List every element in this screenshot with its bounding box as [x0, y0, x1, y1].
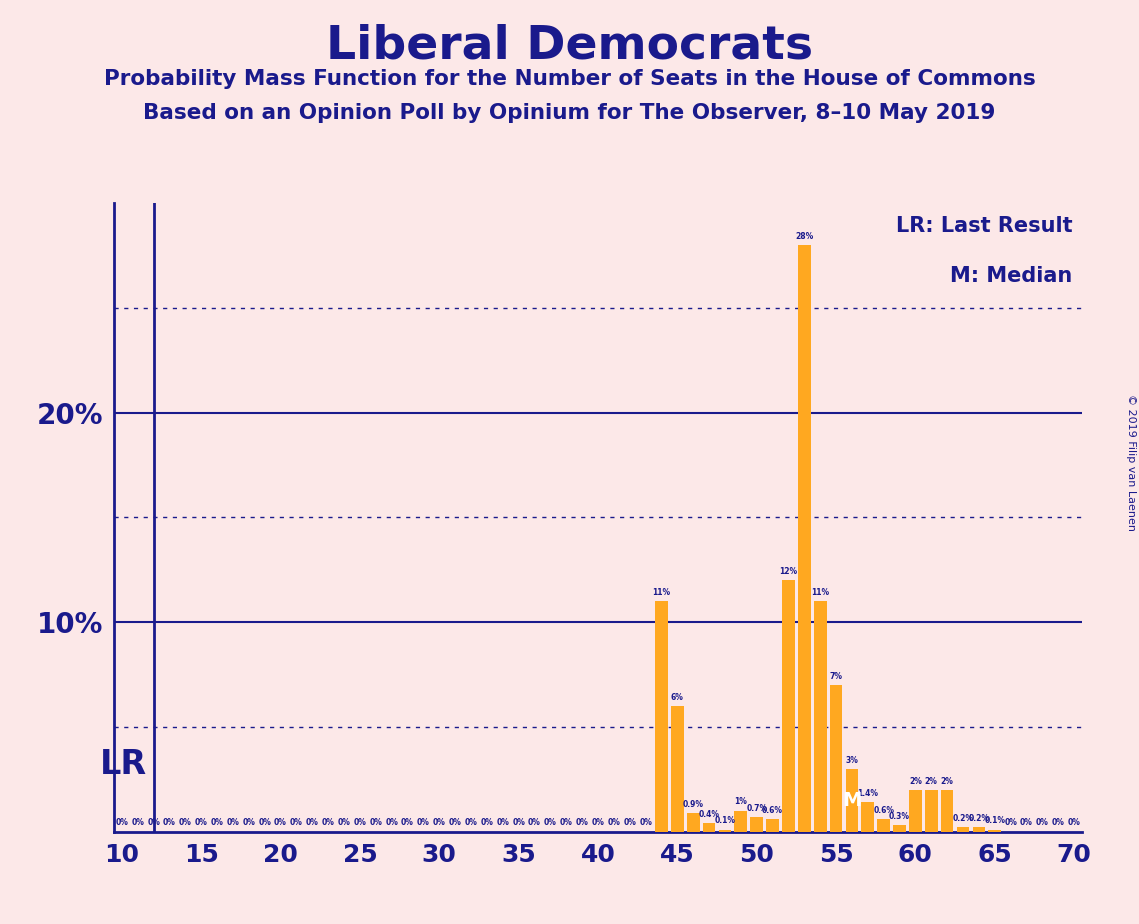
Bar	[782, 580, 795, 832]
Text: 0%: 0%	[575, 819, 589, 827]
Text: 0%: 0%	[639, 819, 652, 827]
Bar	[671, 706, 683, 832]
Text: 0%: 0%	[163, 819, 175, 827]
Bar	[861, 802, 874, 832]
Text: 0%: 0%	[623, 819, 637, 827]
Text: 0%: 0%	[179, 819, 191, 827]
Text: 0.1%: 0.1%	[984, 816, 1006, 825]
Text: 0%: 0%	[497, 819, 509, 827]
Text: 0%: 0%	[290, 819, 303, 827]
Text: M: M	[842, 791, 861, 809]
Text: 0%: 0%	[369, 819, 383, 827]
Text: 0%: 0%	[259, 819, 271, 827]
Text: 0.4%: 0.4%	[698, 810, 720, 819]
Text: Liberal Democrats: Liberal Democrats	[326, 23, 813, 68]
Text: LR: Last Result: LR: Last Result	[895, 216, 1073, 236]
Text: 0%: 0%	[449, 819, 461, 827]
Text: 0%: 0%	[353, 819, 367, 827]
Bar	[703, 823, 715, 832]
Bar	[925, 790, 937, 832]
Bar	[941, 790, 953, 832]
Bar	[719, 830, 731, 832]
Text: 0.3%: 0.3%	[890, 812, 910, 821]
Text: 0%: 0%	[591, 819, 605, 827]
Text: LR: LR	[100, 748, 147, 781]
Text: 0.6%: 0.6%	[874, 806, 894, 815]
Text: 1%: 1%	[735, 797, 747, 807]
Text: 0%: 0%	[227, 819, 239, 827]
Text: 0%: 0%	[528, 819, 541, 827]
Text: 2%: 2%	[909, 776, 921, 785]
Text: 0%: 0%	[337, 819, 351, 827]
Text: 0%: 0%	[115, 819, 129, 827]
Text: 0%: 0%	[417, 819, 429, 827]
Text: 2%: 2%	[925, 776, 937, 785]
Text: 0.6%: 0.6%	[762, 806, 782, 815]
Text: 0%: 0%	[481, 819, 493, 827]
Text: 0%: 0%	[1036, 819, 1049, 827]
Text: 0.1%: 0.1%	[714, 816, 736, 825]
Text: Based on an Opinion Poll by Opinium for The Observer, 8–10 May 2019: Based on an Opinion Poll by Opinium for …	[144, 103, 995, 124]
Text: 12%: 12%	[779, 567, 797, 576]
Text: 7%: 7%	[829, 672, 843, 681]
Text: 3%: 3%	[845, 756, 859, 764]
Text: 0.7%: 0.7%	[746, 804, 768, 813]
Bar	[989, 830, 1001, 832]
Text: 0%: 0%	[401, 819, 413, 827]
Text: 0%: 0%	[513, 819, 525, 827]
Text: Probability Mass Function for the Number of Seats in the House of Commons: Probability Mass Function for the Number…	[104, 69, 1035, 90]
Text: 0%: 0%	[1005, 819, 1017, 827]
Bar	[909, 790, 921, 832]
Text: 0%: 0%	[321, 819, 335, 827]
Text: 0%: 0%	[559, 819, 573, 827]
Text: 0%: 0%	[243, 819, 255, 827]
Text: 0%: 0%	[465, 819, 477, 827]
Bar	[767, 819, 779, 832]
Bar	[957, 827, 969, 832]
Text: © 2019 Filip van Laenen: © 2019 Filip van Laenen	[1126, 394, 1136, 530]
Bar	[829, 685, 843, 832]
Text: 0%: 0%	[195, 819, 207, 827]
Bar	[751, 817, 763, 832]
Text: 0%: 0%	[1051, 819, 1065, 827]
Bar	[655, 602, 667, 832]
Text: 0%: 0%	[1067, 819, 1081, 827]
Text: 0.2%: 0.2%	[952, 814, 974, 823]
Text: 0%: 0%	[306, 819, 319, 827]
Text: 0%: 0%	[544, 819, 557, 827]
Bar	[845, 769, 859, 832]
Text: 2%: 2%	[941, 776, 953, 785]
Bar	[973, 827, 985, 832]
Text: 0%: 0%	[211, 819, 223, 827]
Text: 0%: 0%	[274, 819, 287, 827]
Text: M: Median: M: Median	[950, 266, 1073, 286]
Text: 1.4%: 1.4%	[858, 789, 878, 798]
Text: 0%: 0%	[147, 819, 159, 827]
Bar	[735, 810, 747, 832]
Text: 11%: 11%	[811, 588, 829, 597]
Text: 0%: 0%	[433, 819, 445, 827]
Text: 6%: 6%	[671, 693, 683, 701]
Bar	[687, 813, 699, 832]
Text: 0%: 0%	[1021, 819, 1033, 827]
Text: 0%: 0%	[131, 819, 145, 827]
Text: 28%: 28%	[795, 232, 813, 241]
Text: 0.2%: 0.2%	[968, 814, 990, 823]
Bar	[877, 819, 890, 832]
Text: 0%: 0%	[607, 819, 621, 827]
Bar	[798, 245, 811, 832]
Text: 0.9%: 0.9%	[682, 799, 704, 808]
Text: 11%: 11%	[653, 588, 671, 597]
Text: 0%: 0%	[385, 819, 399, 827]
Bar	[814, 602, 827, 832]
Bar	[893, 825, 906, 832]
